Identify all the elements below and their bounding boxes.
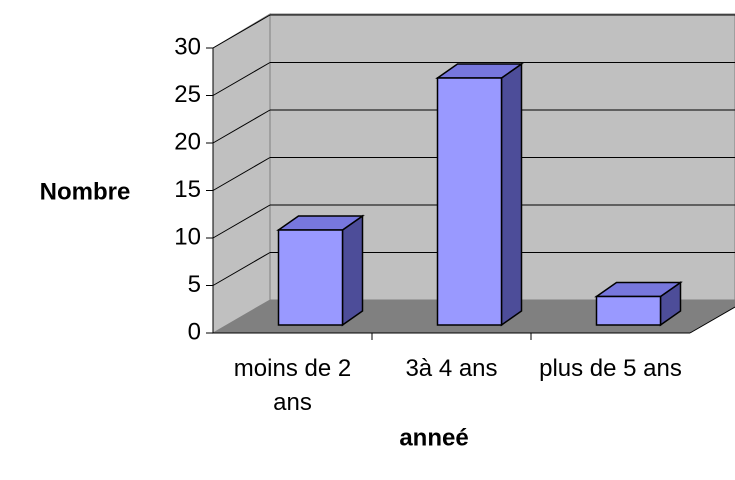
x-tick-label: 3à 4 ans	[405, 355, 498, 382]
grid-line	[212, 109, 271, 144]
grid-line	[212, 252, 271, 286]
y-axis-title: Nombre	[40, 178, 131, 205]
bar	[436, 77, 503, 326]
y-tick-label: 0	[188, 318, 201, 345]
y-tick-label: 10	[174, 223, 201, 250]
grid-line	[212, 157, 271, 191]
y-tick-label: 5	[188, 271, 201, 298]
bar	[277, 229, 344, 326]
y-tick-label: 25	[174, 81, 201, 108]
y-tick-label: 30	[174, 33, 201, 60]
x-axis-title: anneé	[399, 424, 468, 451]
grid-line	[212, 14, 271, 49]
bar-side	[500, 62, 523, 327]
y-tick-label: 20	[174, 128, 201, 155]
x-tick-label: plus de 5 ans	[539, 355, 682, 382]
y-tick-label: 15	[174, 176, 201, 203]
grid-line	[212, 204, 271, 239]
grid-line	[212, 62, 271, 96]
bar-side	[341, 214, 364, 327]
bar	[595, 295, 662, 326]
floor-edge	[689, 306, 735, 334]
bars	[276, 62, 683, 327]
x-tick-label: moins de 2 ans	[233, 355, 352, 416]
